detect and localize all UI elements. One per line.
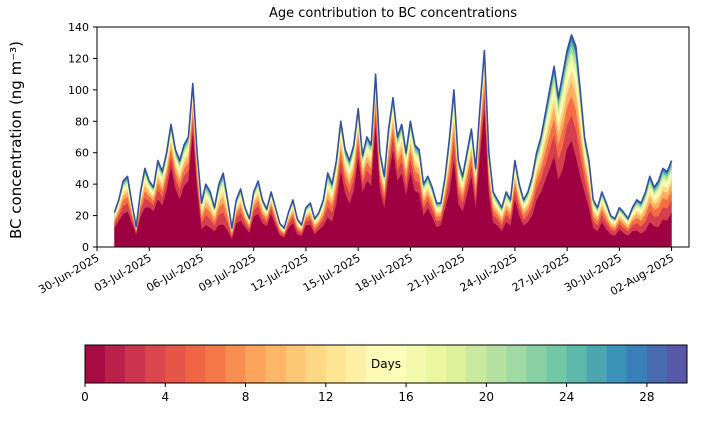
- y-tick-label: 140: [68, 21, 89, 34]
- y-tick-label: 80: [75, 115, 89, 128]
- colorbar-tick-label: 20: [479, 390, 494, 404]
- x-tick-label: 15-Jul-2025: [301, 251, 363, 294]
- chart-title: Age contribution to BC concentrations: [268, 6, 518, 21]
- y-tick-label: 120: [68, 52, 89, 65]
- y-tick-label: 100: [68, 84, 89, 97]
- colorbar-tick-label: 4: [161, 390, 169, 404]
- x-axis: 30-Jun-202503-Jul-202506-Jul-202509-Jul-…: [36, 247, 676, 298]
- x-tick-label: 18-Jul-2025: [353, 251, 415, 294]
- x-tick-label: 03-Jul-2025: [92, 251, 154, 294]
- y-tick-label: 0: [82, 241, 89, 254]
- y-axis: 0 20 40 60 80 100 120 140: [68, 21, 97, 254]
- colorbar-tick-label: 12: [318, 390, 333, 404]
- x-tick-label: 06-Jul-2025: [144, 251, 206, 294]
- colorbar-tick-label: 16: [398, 390, 413, 404]
- stacked-area-layers: [114, 34, 672, 248]
- x-tick-label: 24-Jul-2025: [458, 251, 520, 294]
- total-line: [113, 34, 673, 229]
- x-tick-label: 30-Jun-2025: [36, 251, 101, 296]
- y-tick-label: 60: [75, 147, 89, 160]
- y-tick-label: 20: [75, 210, 89, 223]
- axes-frame: [96, 26, 690, 248]
- colorbar-tick-label: 0: [81, 390, 89, 404]
- x-tick-label: 12-Jul-2025: [249, 251, 311, 294]
- x-tick-label: 09-Jul-2025: [196, 251, 258, 294]
- y-tick-label: 40: [75, 178, 89, 191]
- x-tick-label: 27-Jul-2025: [510, 251, 572, 294]
- colorbar-tick-label: 24: [559, 390, 574, 404]
- colorbar: 0 4 8 12 16 20 24 28: [81, 344, 688, 404]
- colorbar-tick-label: 28: [639, 390, 654, 404]
- colorbar-tick-label: 8: [242, 390, 250, 404]
- x-tick-label: 21-Jul-2025: [405, 251, 467, 294]
- y-axis-label: BC concentration (ng m⁻³): [7, 41, 25, 239]
